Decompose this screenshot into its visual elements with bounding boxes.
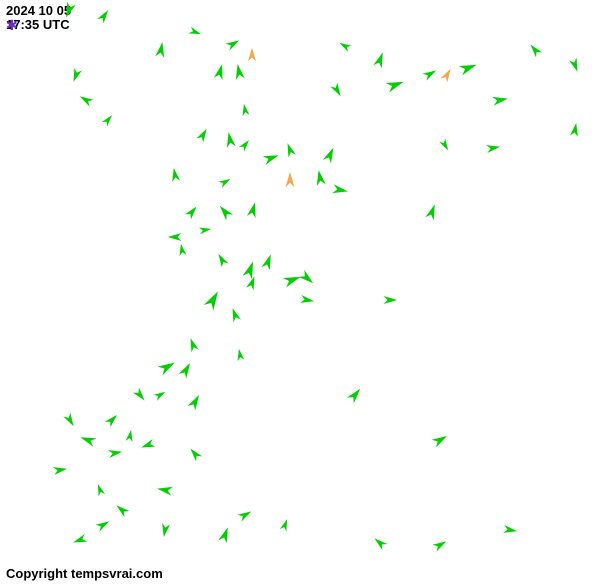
wind-arrow bbox=[229, 62, 250, 83]
wind-arrow bbox=[101, 409, 124, 432]
wind-arrow bbox=[342, 382, 367, 407]
wind-arrow bbox=[181, 201, 204, 224]
wind-arrow bbox=[211, 249, 233, 271]
wind-arrow bbox=[174, 242, 190, 258]
wind-arrow bbox=[93, 5, 115, 27]
wind-arrow bbox=[524, 39, 547, 62]
wind-arrow bbox=[490, 90, 511, 111]
wind-arrow bbox=[222, 33, 244, 55]
wind-arrow bbox=[242, 273, 263, 294]
wind-arrow bbox=[111, 499, 134, 522]
wind-arrow bbox=[565, 55, 586, 76]
wind-arrow bbox=[183, 390, 208, 415]
wind-arrow bbox=[318, 143, 342, 167]
wind-arrow bbox=[420, 200, 443, 223]
wind-arrow bbox=[213, 523, 236, 546]
wind-arrow bbox=[234, 504, 256, 526]
wind-arrow bbox=[281, 171, 299, 189]
wind-arrow bbox=[215, 172, 234, 191]
wind-arrow bbox=[151, 40, 172, 61]
wind-arrow bbox=[75, 89, 97, 111]
wind-arrow bbox=[242, 199, 264, 221]
wind-arrow bbox=[298, 291, 317, 310]
wind-arrow bbox=[244, 47, 260, 63]
wind-arrow bbox=[59, 409, 81, 431]
wind-arrow bbox=[51, 461, 70, 480]
wind-map-canvas: { "timestamp": { "date": "2024 10 05", "… bbox=[0, 0, 600, 587]
wind-arrow bbox=[70, 530, 91, 551]
origin-marker: ✱ bbox=[6, 18, 18, 32]
wind-arrow bbox=[259, 146, 282, 169]
wind-arrow bbox=[232, 347, 248, 363]
wind-arrow bbox=[184, 443, 207, 466]
wind-arrow bbox=[98, 110, 118, 130]
wind-arrow bbox=[435, 135, 454, 154]
wind-arrow bbox=[225, 305, 246, 326]
wind-arrow bbox=[122, 428, 138, 444]
wind-arrow bbox=[276, 516, 294, 534]
wind-arrow bbox=[76, 428, 99, 451]
wind-arrow bbox=[330, 180, 351, 201]
wind-arrow bbox=[436, 64, 458, 86]
wind-arrow bbox=[382, 292, 398, 308]
wind-arrow bbox=[198, 285, 228, 315]
wind-arrow bbox=[501, 521, 520, 540]
wind-arrow bbox=[280, 140, 301, 161]
wind-arrow bbox=[455, 55, 481, 81]
wind-arrow bbox=[566, 121, 585, 140]
copyright-text: Copyright tempsvrai.com bbox=[6, 566, 163, 581]
wind-arrow bbox=[192, 124, 214, 146]
wind-arrow bbox=[166, 166, 185, 185]
wind-arrow bbox=[92, 514, 114, 536]
wind-arrow bbox=[428, 428, 453, 453]
wind-arrow bbox=[212, 199, 237, 224]
wind-arrow bbox=[197, 222, 213, 238]
wind-arrow bbox=[91, 481, 109, 499]
wind-arrow bbox=[335, 36, 354, 55]
wind-arrow bbox=[156, 521, 175, 540]
wind-arrow bbox=[66, 65, 87, 86]
wind-arrow bbox=[310, 168, 331, 189]
wind-arrow bbox=[106, 444, 125, 463]
wind-arrow bbox=[138, 435, 159, 456]
wind-arrow bbox=[155, 480, 176, 501]
wind-arrow bbox=[368, 48, 391, 71]
wind-arrow bbox=[429, 534, 451, 556]
wind-arrow bbox=[484, 139, 503, 158]
wind-arrow bbox=[326, 79, 348, 101]
wind-arrow bbox=[183, 335, 204, 356]
wind-arrow bbox=[150, 385, 169, 404]
wind-arrow bbox=[237, 102, 253, 118]
wind-arrow bbox=[382, 72, 408, 98]
wind-arrow bbox=[186, 23, 204, 41]
wind-arrow bbox=[129, 384, 152, 407]
wind-arrow bbox=[369, 532, 392, 555]
wind-arrow bbox=[174, 358, 199, 383]
